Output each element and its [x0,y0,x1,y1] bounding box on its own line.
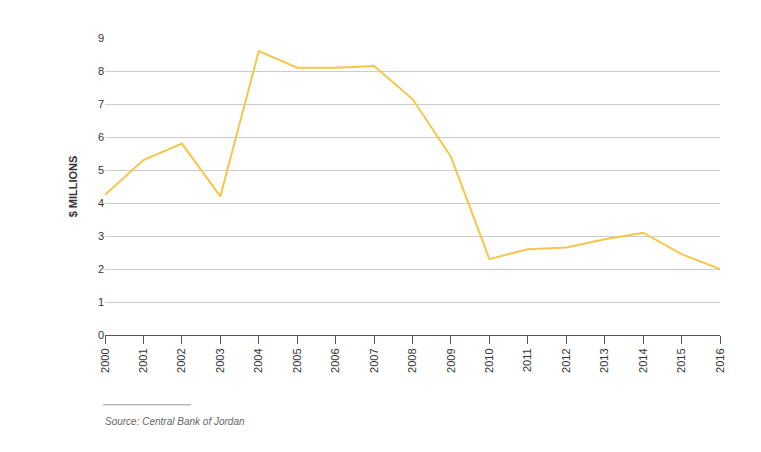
svg-text:2016: 2016 [714,348,726,372]
svg-text:2: 2 [98,263,104,275]
svg-text:2005: 2005 [291,348,303,372]
svg-text:Source: Central Bank of Jordan: Source: Central Bank of Jordan [105,416,245,427]
svg-text:8: 8 [98,65,104,77]
svg-text:2015: 2015 [675,348,687,372]
svg-text:2004: 2004 [252,348,264,372]
svg-text:0: 0 [98,329,104,341]
svg-text:2012: 2012 [560,348,572,372]
svg-text:6: 6 [98,131,104,143]
svg-text:2009: 2009 [445,348,457,372]
svg-text:2001: 2001 [137,348,149,372]
svg-text:5: 5 [98,164,104,176]
svg-text:$ MILLIONS: $ MILLIONS [67,156,79,218]
svg-text:2006: 2006 [329,348,341,372]
svg-text:2002: 2002 [175,348,187,372]
svg-text:2000: 2000 [99,348,111,372]
svg-text:7: 7 [98,98,104,110]
svg-text:2013: 2013 [598,348,610,372]
svg-text:4: 4 [98,197,104,209]
svg-text:2010: 2010 [483,348,495,372]
svg-text:3: 3 [98,230,104,242]
svg-text:2011: 2011 [521,348,533,372]
svg-text:1: 1 [98,296,104,308]
svg-text:9: 9 [98,32,104,44]
svg-text:2007: 2007 [368,348,380,372]
svg-text:2008: 2008 [406,348,418,372]
svg-text:2003: 2003 [214,348,226,372]
svg-text:2014: 2014 [637,348,649,372]
